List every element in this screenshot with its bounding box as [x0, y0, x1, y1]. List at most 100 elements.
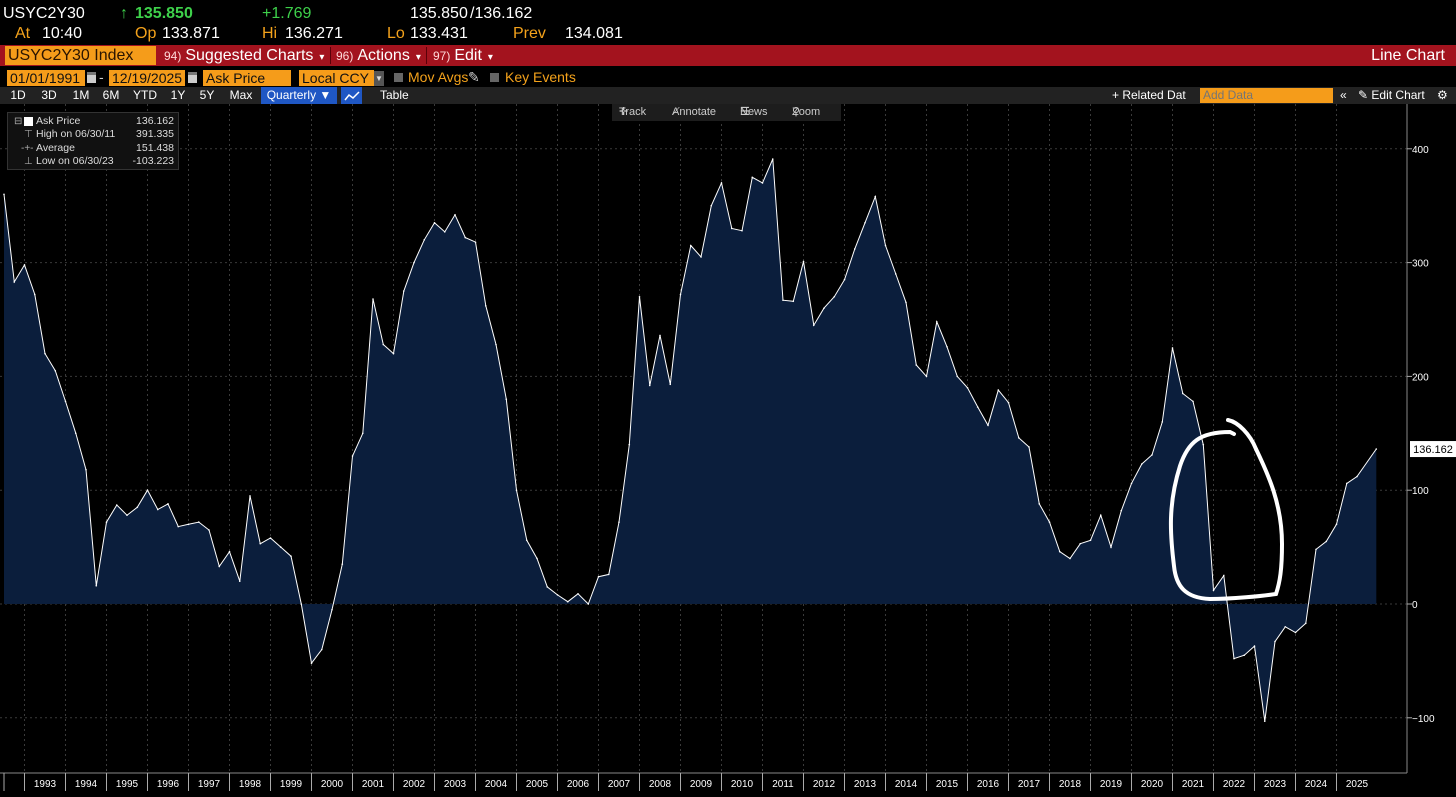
- data-point: [1058, 550, 1061, 553]
- suggested-charts-menu[interactable]: 94) Suggested Charts ▾: [164, 45, 324, 66]
- chart-type-title: Line Chart: [1371, 47, 1445, 64]
- add-data-input[interactable]: [1200, 88, 1333, 103]
- actions-menu[interactable]: 96) Actions ▾: [336, 45, 421, 66]
- data-point: [966, 386, 969, 389]
- chart-toolbar: ✛ Track ⟋ Annotate ☰ News ⚲ Zoom: [612, 104, 841, 121]
- range-1y-button[interactable]: 1Y: [170, 88, 186, 102]
- collapse-icon[interactable]: «: [1340, 88, 1347, 102]
- data-point: [946, 346, 948, 348]
- mov-avgs-label: Mov Avgs: [408, 69, 469, 85]
- quote-time: 10:40: [42, 25, 83, 42]
- data-point: [730, 227, 733, 230]
- range-1m-button[interactable]: 1M: [72, 88, 90, 102]
- y-tick-label: 300: [1412, 259, 1429, 270]
- y-tick-label: 400: [1412, 145, 1429, 156]
- frequency-select[interactable]: Quarterly ▼: [261, 87, 337, 104]
- data-point: [105, 521, 108, 523]
- related-data-button[interactable]: + Related Dat: [1112, 88, 1186, 102]
- data-point: [997, 389, 1000, 391]
- data-point: [607, 573, 610, 576]
- legend-low-label: Low on 06/30/23: [36, 155, 114, 167]
- last-value-label: 136.162: [1413, 444, 1453, 456]
- legend-high-label: High on 06/30/11: [36, 128, 116, 140]
- data-point: [833, 295, 836, 298]
- table-button[interactable]: Table: [380, 88, 409, 102]
- data-point: [679, 293, 682, 296]
- data-point: [597, 575, 600, 578]
- x-tick-label: 2023: [1264, 779, 1287, 790]
- currency-select[interactable]: Local CCY: [299, 70, 374, 86]
- x-tick-label: 2004: [485, 779, 508, 790]
- data-point: [269, 537, 272, 539]
- x-tick-label: 1997: [198, 779, 221, 790]
- pencil-icon[interactable]: ✎: [468, 69, 480, 85]
- data-point: [44, 352, 46, 355]
- x-axis-ticks: 1993 1994 1995 1996 1997 1998 1999 2000 2001 2002…: [3, 773, 1369, 791]
- annotate-label: Annotate: [672, 106, 717, 118]
- calendar-icon[interactable]: [87, 72, 96, 83]
- x-tick-label: 2011: [772, 779, 794, 790]
- range-5y-button[interactable]: 5Y: [199, 88, 215, 102]
- data-point: [515, 489, 518, 492]
- range-6m-button[interactable]: 6M: [102, 88, 120, 102]
- price-field-select[interactable]: Ask Price: [203, 70, 291, 86]
- range-ytd-button[interactable]: YTD: [133, 88, 157, 102]
- data-point: [443, 231, 446, 233]
- magnifier-icon: ⚲: [792, 106, 801, 118]
- data-point: [249, 495, 251, 497]
- security-field[interactable]: USYC2Y30 Index: [5, 46, 156, 65]
- range-max-button[interactable]: Max: [229, 88, 253, 102]
- actions-number: 96): [336, 49, 354, 63]
- area-fill: [4, 159, 1377, 722]
- key-events-checkbox[interactable]: [490, 73, 499, 82]
- data-point: [3, 193, 5, 196]
- line-chart-icon[interactable]: [341, 87, 362, 104]
- chevron-down-icon: ▾: [319, 52, 325, 63]
- low-marker-icon: ⊥: [24, 156, 33, 167]
- data-point: [505, 398, 508, 400]
- edit-chart-button[interactable]: ✎ Edit Chart: [1358, 87, 1425, 104]
- mov-avgs-checkbox[interactable]: [394, 73, 403, 82]
- x-tick-label: 1993: [34, 779, 57, 790]
- x-tick-label: 2001: [362, 779, 385, 790]
- data-point: [1284, 625, 1287, 628]
- end-date-field[interactable]: 12/19/2025: [109, 70, 185, 86]
- data-point: [1274, 640, 1276, 643]
- data-point: [987, 424, 989, 427]
- line-chart-glyph: [343, 91, 360, 101]
- data-point: [126, 514, 128, 517]
- chevron-down-icon[interactable]: ▼: [374, 71, 384, 86]
- legend-ask-label: Ask Price: [36, 115, 81, 127]
- data-point: [1192, 400, 1194, 403]
- range-3d-button[interactable]: 3D: [41, 88, 57, 102]
- data-point: [484, 305, 487, 307]
- data-point: [915, 364, 918, 366]
- settings-bar: 01/01/1991 - 12/19/2025 Ask Price Local …: [0, 68, 1456, 88]
- high-marker-icon: ⊤: [24, 129, 33, 140]
- data-point: [1099, 514, 1102, 517]
- collapse-icon[interactable]: ⊟: [14, 116, 23, 127]
- data-point: [433, 221, 436, 224]
- gear-icon[interactable]: ⚙: [1437, 88, 1448, 102]
- data-point: [95, 584, 98, 587]
- x-tick-label: 2003: [444, 779, 467, 790]
- edit-menu[interactable]: 97) Edit ▾: [433, 45, 493, 66]
- legend-ask-value: 136.162: [136, 115, 174, 127]
- data-point: [905, 301, 907, 304]
- data-point: [884, 244, 887, 247]
- up-arrow-icon: ↑: [120, 5, 128, 22]
- time-label: At: [15, 25, 31, 42]
- x-tick-label: 2019: [1100, 779, 1123, 790]
- calendar-icon[interactable]: [188, 72, 197, 83]
- date-range-dash: -: [99, 69, 104, 85]
- range-1d-button[interactable]: 1D: [10, 88, 26, 102]
- x-tick-label: 2013: [854, 779, 877, 790]
- data-point: [259, 542, 262, 545]
- start-date-field[interactable]: 01/01/1991: [7, 70, 85, 86]
- data-point: [495, 343, 497, 346]
- data-point: [1161, 421, 1164, 423]
- edit-number: 97): [433, 49, 451, 63]
- x-tick-label: 2024: [1305, 779, 1328, 790]
- chevron-down-icon: ▾: [487, 52, 493, 63]
